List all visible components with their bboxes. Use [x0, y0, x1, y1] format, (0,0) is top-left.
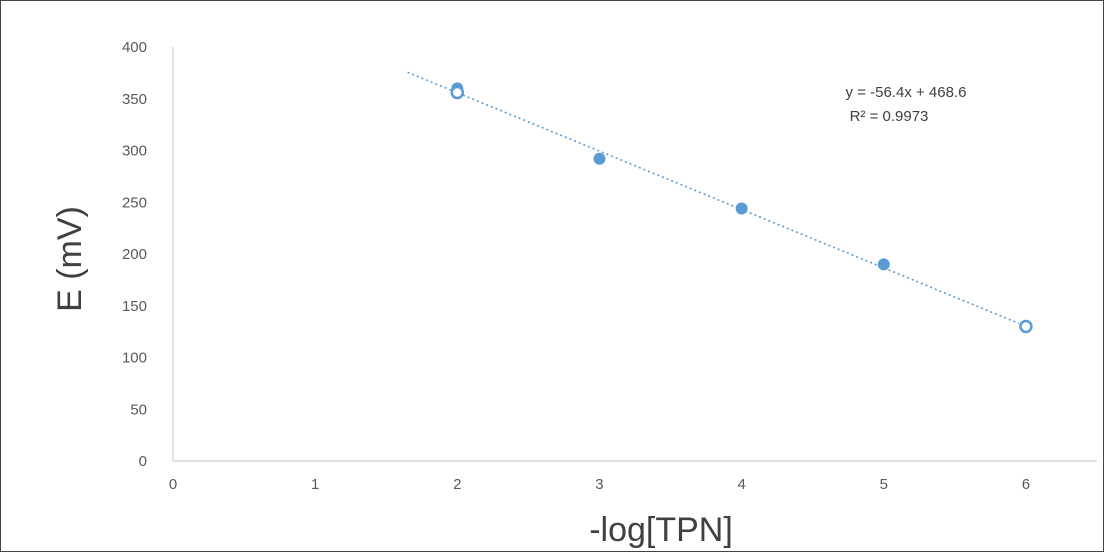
- y-tick-label: 100: [122, 350, 147, 367]
- trendline-r-squared: R² = 0.9973: [850, 108, 929, 125]
- trendline: [407, 71, 1020, 325]
- x-axis-title: -log[TPN]: [589, 511, 733, 549]
- data-points: [450, 82, 1033, 334]
- data-point: [450, 85, 465, 100]
- y-tick-label: 350: [122, 91, 147, 108]
- x-tick-label: 4: [737, 476, 745, 493]
- x-tick-label: 3: [595, 476, 603, 493]
- y-tick-label: 150: [122, 298, 147, 315]
- data-point: [877, 258, 890, 271]
- x-tick-label: 6: [1022, 476, 1030, 493]
- y-tick-label: 200: [122, 246, 147, 263]
- data-point: [593, 152, 606, 165]
- y-tick-labels: 0 50 100 150 200 250 300 350 400: [122, 39, 147, 470]
- x-tick-label: 0: [169, 476, 177, 493]
- trendline-equation: y = -56.4x + 468.6: [846, 84, 967, 101]
- y-tick-label: 300: [122, 143, 147, 160]
- x-tick-label: 5: [880, 476, 888, 493]
- x-tick-labels: 0 1 2 3 4 5 6: [169, 476, 1030, 493]
- chart-axes: [172, 47, 1097, 462]
- y-tick-label: 0: [139, 453, 147, 470]
- y-tick-label: 50: [130, 401, 147, 418]
- y-axis-title: E (mV): [51, 206, 89, 312]
- x-tick-label: 1: [311, 476, 319, 493]
- y-tick-label: 250: [122, 194, 147, 211]
- data-point: [1019, 319, 1033, 334]
- data-point: [735, 202, 748, 215]
- trendline-group: [407, 71, 1020, 325]
- y-tick-label: 400: [122, 39, 147, 56]
- x-tick-label: 2: [453, 476, 461, 493]
